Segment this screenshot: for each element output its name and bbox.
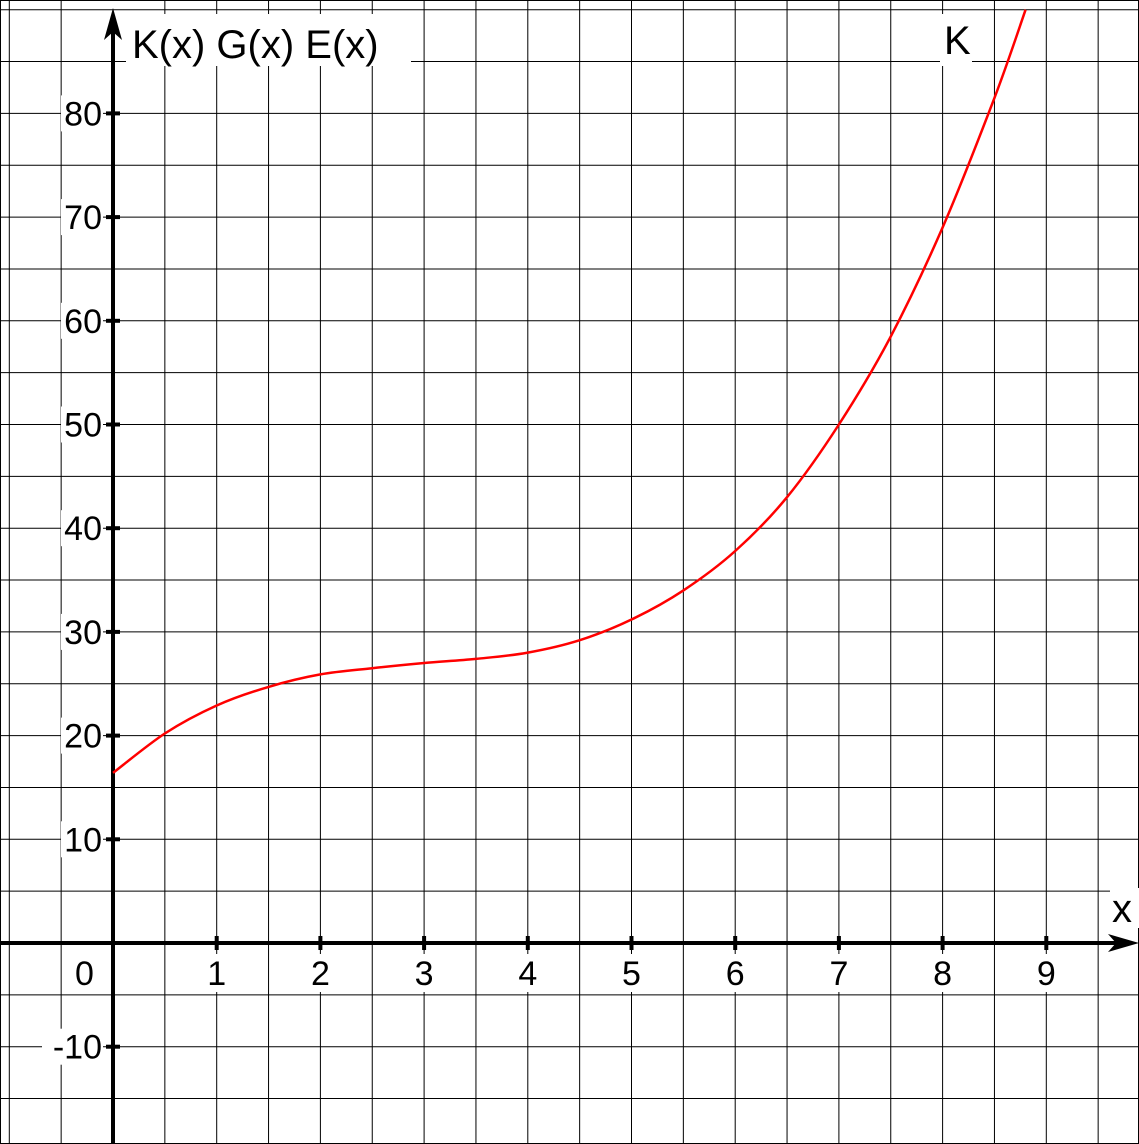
x-tick-label-bg <box>825 954 852 992</box>
y-tick-label: -10 <box>53 1029 102 1067</box>
x-axis-arrow <box>1108 934 1139 952</box>
x-tick-label: 7 <box>829 955 848 993</box>
y-tick-label: 70 <box>64 199 102 237</box>
axes <box>0 8 1139 1144</box>
y-tick-label-bg <box>61 302 103 339</box>
x-tick-label: 9 <box>1037 955 1056 993</box>
x-tick-label-bg <box>514 954 541 992</box>
x-tick-label: 2 <box>311 955 330 993</box>
x-tick-label-bg <box>722 954 749 992</box>
x-tick-label-bg <box>618 954 645 992</box>
x-tick-label-bg <box>411 954 438 992</box>
y-tick-label: 40 <box>64 510 102 548</box>
x-tick-label: 3 <box>415 955 434 993</box>
y-tick-label: 20 <box>64 718 102 756</box>
y-tick-label: 30 <box>64 614 102 652</box>
x-tick-label: 8 <box>933 955 952 993</box>
x-tick-label: 1 <box>207 955 226 993</box>
y-axis-arrow <box>104 8 122 40</box>
curve-layer <box>112 9 1027 774</box>
curve-k <box>112 9 1027 774</box>
y-tick-label: 50 <box>64 407 102 445</box>
origin-label: 0 <box>75 955 94 993</box>
labels: K(x) G(x) E(x) K x 0 <box>74 14 1139 993</box>
y-tick-label: 60 <box>64 303 102 341</box>
ticks: 1 2 3 4 5 6 7 8 9 80 70 60 50 40 30 20 10 -10 <box>42 95 1060 1067</box>
y-tick-label-bg <box>61 717 103 754</box>
y-tick-label: 80 <box>64 95 102 133</box>
y-tick-label-bg <box>61 199 103 236</box>
y-axis-label: K(x) G(x) E(x) <box>132 23 379 67</box>
y-tick-label-bg <box>61 510 103 547</box>
y-tick-label: 10 <box>64 821 102 859</box>
y-axis-label-bg <box>126 14 411 66</box>
x-tick-label: 6 <box>726 955 745 993</box>
y-tick-label-bg <box>42 1028 103 1065</box>
y-tick-label-bg <box>61 821 103 858</box>
origin-label-bg <box>74 954 100 992</box>
y-tick-label-bg <box>61 95 103 132</box>
x-tick-label: 4 <box>518 955 537 993</box>
x-tick-label-bg <box>1033 954 1060 992</box>
x-axis-label: x <box>1112 887 1132 931</box>
curve-label: K <box>944 19 971 63</box>
y-tick-label-bg <box>61 613 103 650</box>
x-tick-label-bg <box>307 954 334 992</box>
x-axis-label-bg <box>1110 888 1139 928</box>
y-tick-label-bg <box>61 406 103 443</box>
curve-label-bg <box>940 14 972 66</box>
x-tick-label-bg <box>203 954 230 992</box>
x-tick-label-bg <box>929 954 956 992</box>
x-tick-label: 5 <box>622 955 641 993</box>
